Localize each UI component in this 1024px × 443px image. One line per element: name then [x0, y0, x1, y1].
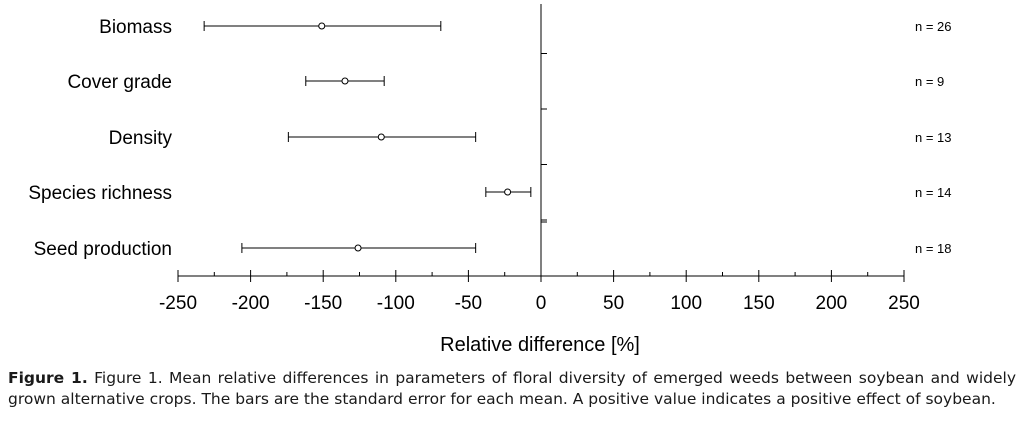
x-axis-title: Relative difference [%]	[440, 334, 640, 356]
x-tick-label: -200	[232, 293, 270, 314]
sample-size-label: n = 13	[915, 130, 952, 145]
sample-size-label: n = 14	[915, 185, 952, 200]
x-tick-label: 200	[816, 293, 848, 314]
sample-size-label: n = 9	[915, 74, 944, 89]
category-label: Cover grade	[67, 72, 172, 93]
sample-size-label: n = 18	[915, 241, 952, 256]
x-tick-label: -50	[455, 293, 482, 314]
plot-marks: Biomass n = 26 Cover grade n = 9 Density n = …	[28, 17, 951, 260]
mean-point	[504, 188, 512, 196]
mean-point	[354, 244, 362, 252]
mean-point	[318, 22, 326, 30]
category-label: Biomass	[99, 17, 172, 38]
figure-caption: Figure 1. Figure 1. Mean relative differ…	[8, 368, 1016, 410]
x-axis: -250 -200 -150 -100 -50 0 50 100 150 200 250	[159, 4, 920, 314]
caption-text: Figure 1. Mean relative differences in p…	[8, 369, 1016, 408]
category-label: Density	[109, 128, 173, 149]
category-label: Species richness	[28, 183, 172, 204]
sample-size-label: n = 26	[915, 19, 952, 34]
x-tick-label: 150	[743, 293, 775, 314]
x-tick-label: -100	[377, 293, 415, 314]
x-tick-label: 250	[888, 293, 920, 314]
x-tick-label: 0	[536, 293, 547, 314]
forest-plot: -250 -200 -150 -100 -50 0 50 100 150 200 250 Bioma…	[28, 4, 952, 356]
mean-point	[377, 133, 385, 141]
x-tick-label: -250	[159, 293, 197, 314]
x-tick-label: -150	[304, 293, 342, 314]
x-tick-label: 50	[603, 293, 624, 314]
mean-point	[341, 77, 349, 85]
x-tick-label: 100	[670, 293, 702, 314]
category-label: Seed production	[34, 239, 172, 260]
caption-label: Figure 1.	[8, 369, 88, 387]
